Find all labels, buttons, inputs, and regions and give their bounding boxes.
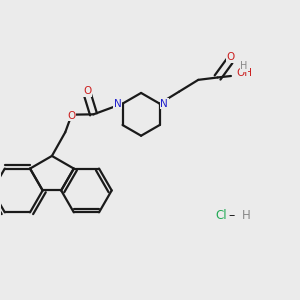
Text: OH: OH [236, 68, 252, 78]
Text: H: H [240, 61, 248, 71]
Text: O: O [67, 111, 75, 121]
Text: O: O [83, 86, 92, 96]
Text: N: N [114, 99, 122, 109]
Text: –: – [229, 209, 235, 222]
Text: H: H [242, 209, 251, 222]
Text: Cl: Cl [215, 209, 227, 222]
Text: N: N [160, 99, 168, 109]
Text: O: O [227, 52, 235, 62]
